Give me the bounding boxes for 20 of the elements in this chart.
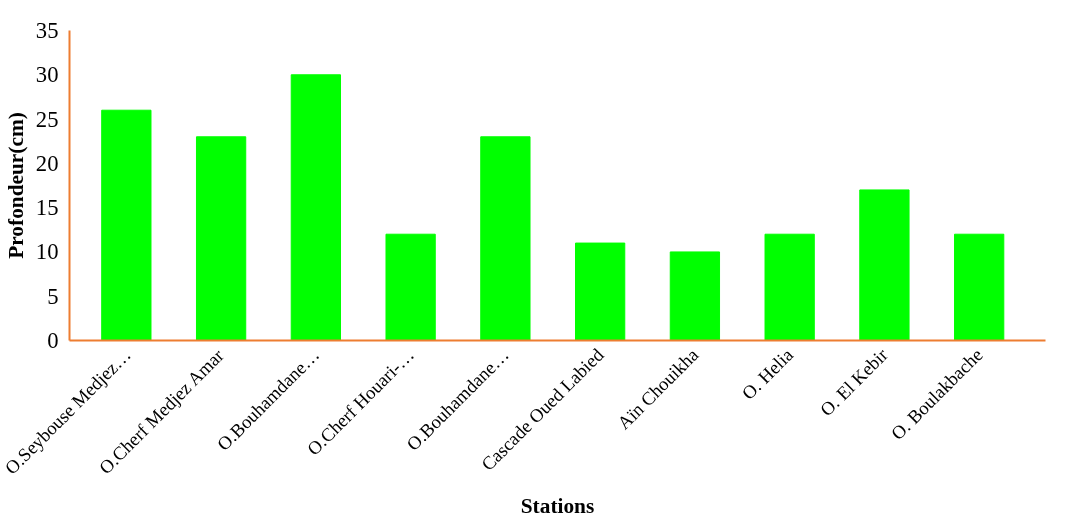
bar [764, 233, 815, 341]
y-tick-label: 0 [47, 328, 59, 353]
x-axis-title: Stations [520, 493, 595, 518]
bar [101, 109, 152, 341]
y-axis-title: Profondeur(cm) [3, 112, 28, 259]
bar [290, 74, 342, 341]
y-tick-label: 10 [35, 239, 59, 265]
y-tick-label: 20 [35, 150, 59, 176]
y-tick-label: 5 [47, 283, 59, 309]
bar [954, 233, 1005, 341]
y-tick-label: 25 [35, 106, 59, 132]
bar [480, 136, 531, 341]
bar [669, 251, 721, 341]
bar [859, 189, 910, 341]
y-tick-label: 15 [35, 195, 59, 221]
y-tick-label: 35 [35, 18, 59, 43]
bar [385, 233, 436, 341]
bar [575, 242, 626, 341]
bar [195, 136, 247, 341]
y-tick-label: 30 [35, 62, 59, 88]
